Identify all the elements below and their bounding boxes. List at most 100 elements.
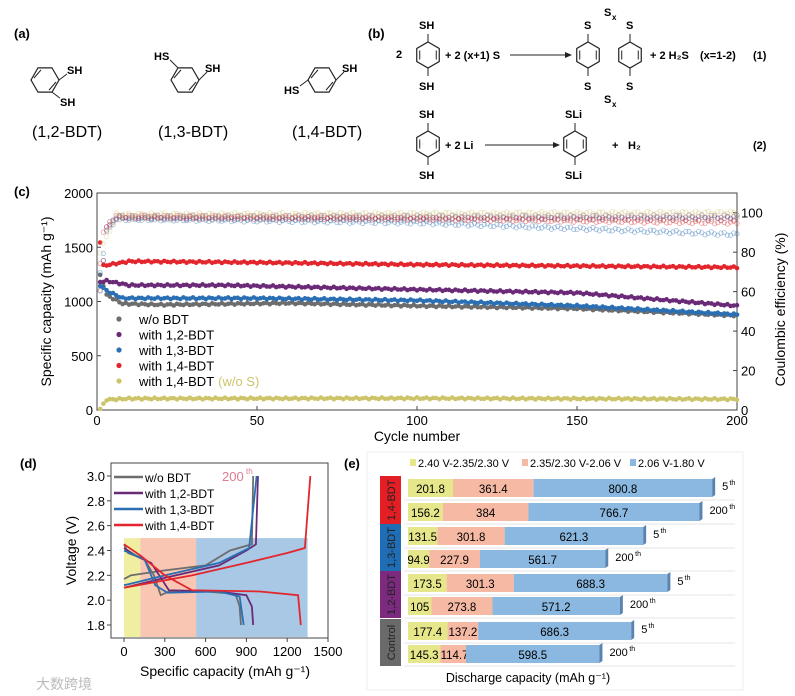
ce-point xyxy=(471,211,478,217)
ce-point xyxy=(385,215,391,221)
ce-point xyxy=(171,218,177,224)
ce-point xyxy=(241,219,247,225)
ce-point xyxy=(567,218,574,224)
capacity-point xyxy=(315,297,321,302)
structure-name: (1,4-BDT) xyxy=(292,124,362,141)
ce-point xyxy=(436,216,442,222)
ce-point xyxy=(174,217,180,223)
ce-point xyxy=(686,228,692,235)
voltage-profile-chart: 0 300 600 900 1200 1500 1.8 2.0 2.2 2.4 2.6 2.8 3.0 S… xyxy=(63,462,342,679)
ce-point xyxy=(177,214,183,220)
ce-point xyxy=(379,212,385,218)
ce-point xyxy=(276,211,282,217)
ce-point xyxy=(628,227,635,234)
ce-point xyxy=(705,230,711,237)
ce-point xyxy=(491,215,497,221)
ce-point xyxy=(551,217,558,223)
ce-point xyxy=(276,219,282,225)
ce-point xyxy=(331,212,337,218)
ce-point xyxy=(209,215,215,221)
ce-point xyxy=(203,216,209,222)
ce-point xyxy=(462,215,468,221)
ce-point xyxy=(372,215,378,221)
equation-text: SH xyxy=(419,20,434,32)
benzene-ring xyxy=(170,67,200,93)
ce-point xyxy=(599,226,606,232)
ce-point xyxy=(235,213,241,220)
ce-point xyxy=(516,209,523,215)
ce-point xyxy=(609,218,615,224)
ce-point xyxy=(257,211,263,217)
ce-point xyxy=(564,224,571,230)
capacity-point xyxy=(363,297,369,302)
ce-point xyxy=(439,214,446,220)
ce-point xyxy=(465,223,471,229)
ce-point xyxy=(635,215,641,221)
ce-point xyxy=(152,215,158,221)
ce-point xyxy=(708,211,715,217)
bar-segment xyxy=(513,574,668,592)
ce-point xyxy=(471,220,478,226)
equation-text: + 2 H₂S xyxy=(650,50,689,62)
ce-point xyxy=(235,213,241,219)
ce-point xyxy=(158,218,164,224)
ce-point xyxy=(497,215,503,221)
ce-point xyxy=(353,217,359,223)
ce-point xyxy=(200,215,206,221)
y-tick-label: 3.0 xyxy=(87,469,105,484)
ce-point xyxy=(228,214,234,221)
ce-point xyxy=(120,215,126,222)
ce-point xyxy=(433,214,439,221)
ce-point xyxy=(638,212,644,218)
ce-point xyxy=(539,217,545,223)
ce-point xyxy=(286,212,292,218)
ce-point xyxy=(311,211,318,217)
ce-point xyxy=(158,215,164,221)
ce-point xyxy=(116,214,123,220)
ce-point xyxy=(487,214,494,220)
ce-point xyxy=(334,217,340,223)
ce-point xyxy=(404,217,410,223)
ce-point xyxy=(702,220,708,226)
ce-point xyxy=(174,214,180,221)
group-label: 1,3-BDT xyxy=(386,527,398,568)
panel-e-label: (e) xyxy=(344,456,360,471)
ce-point xyxy=(657,229,663,235)
cycle-label-sup: th xyxy=(635,551,641,558)
ce-point xyxy=(657,208,663,214)
ce-point xyxy=(523,224,529,230)
capacity-point xyxy=(395,287,401,292)
ce-point xyxy=(238,217,244,223)
ce-point xyxy=(446,220,452,226)
equation-text: (2) xyxy=(753,140,767,152)
ce-point xyxy=(603,218,609,224)
equation-text: x xyxy=(612,100,617,109)
ce-point xyxy=(564,214,571,220)
ce-point xyxy=(583,219,590,225)
ce-point xyxy=(187,213,193,219)
ce-point xyxy=(577,224,583,230)
ce-point xyxy=(152,213,158,219)
ce-point xyxy=(273,217,279,224)
ce-point xyxy=(347,216,353,223)
ce-point xyxy=(574,217,580,223)
y-tick-label: 2.4 xyxy=(87,544,105,559)
ce-point xyxy=(337,216,343,222)
ce-point xyxy=(465,210,471,216)
ce-point xyxy=(471,213,478,219)
ce-point xyxy=(142,212,148,218)
ce-point xyxy=(311,216,318,222)
ce-point xyxy=(475,222,481,228)
ce-point xyxy=(289,215,295,221)
ce-point xyxy=(635,227,641,233)
ce-point xyxy=(686,212,692,218)
ce-point xyxy=(587,209,593,215)
ce-point xyxy=(350,217,356,223)
ce-point xyxy=(120,215,126,221)
ce-point xyxy=(484,212,490,218)
ce-point xyxy=(459,214,465,220)
ce-point xyxy=(679,219,686,225)
capacity-point xyxy=(379,261,385,267)
ce-point xyxy=(193,215,199,221)
legend-label: with 1,2-BDT xyxy=(138,328,214,343)
